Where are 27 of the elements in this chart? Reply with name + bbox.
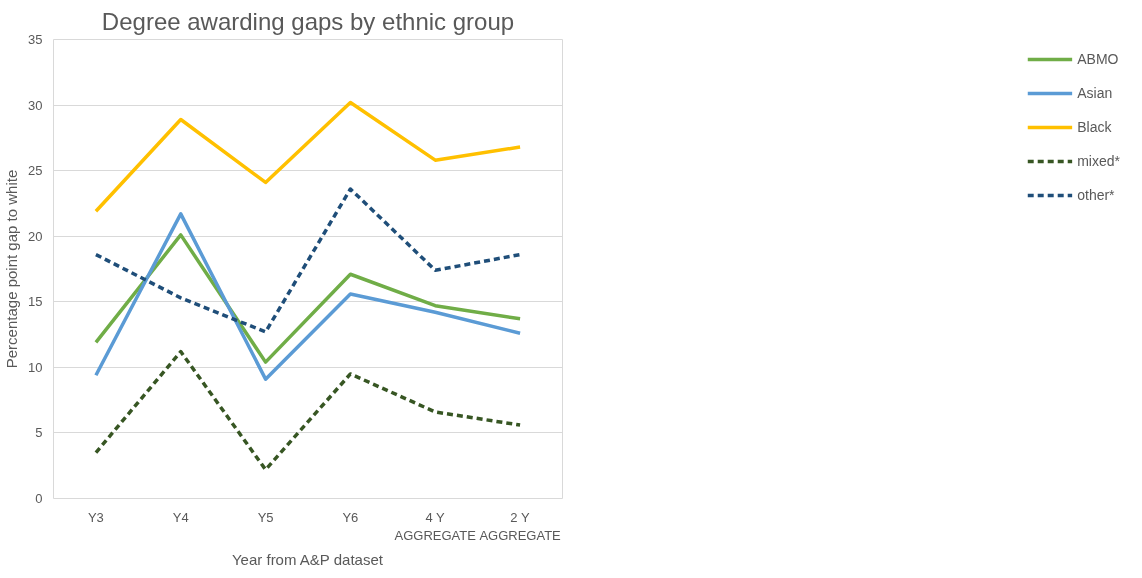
legend-label: Black: [1077, 119, 1112, 135]
line-series: [94, 212, 522, 381]
x-tick-label: Y4: [172, 509, 189, 525]
x-tick-label: Y3: [87, 509, 104, 525]
x-tick-label: Y6: [342, 509, 359, 525]
y-tick-label: 5: [35, 425, 43, 441]
y-tick-label: 15: [28, 294, 43, 310]
y-axis-title: Percentage point gap to white: [3, 169, 21, 369]
x-tick-label: Y5: [257, 509, 274, 525]
legend-label: ABMO: [1077, 51, 1119, 67]
line-series: [94, 187, 522, 334]
y-tick-label: 20: [28, 228, 43, 244]
line-series: [94, 100, 522, 214]
chart-title: Degree awarding gaps by ethnic group: [101, 7, 515, 35]
y-tick-label: 0: [35, 491, 43, 506]
legend-label: mixed*: [1077, 153, 1120, 169]
y-tick-label: 10: [28, 359, 43, 375]
y-tick-label: 30: [28, 97, 43, 113]
legend-label: other*: [1077, 187, 1115, 203]
x-axis-title: Year from A&P dataset: [231, 550, 384, 568]
x-tick-label: 4 Y AGGREGATE: [394, 509, 477, 543]
x-tick-label: 2 Y AGGREGATE: [479, 509, 562, 543]
y-tick-label: 35: [28, 32, 43, 47]
line-series: [94, 349, 522, 472]
line-series: [94, 233, 522, 364]
legend-label: Asian: [1077, 85, 1113, 101]
y-tick-label: 25: [28, 163, 43, 179]
